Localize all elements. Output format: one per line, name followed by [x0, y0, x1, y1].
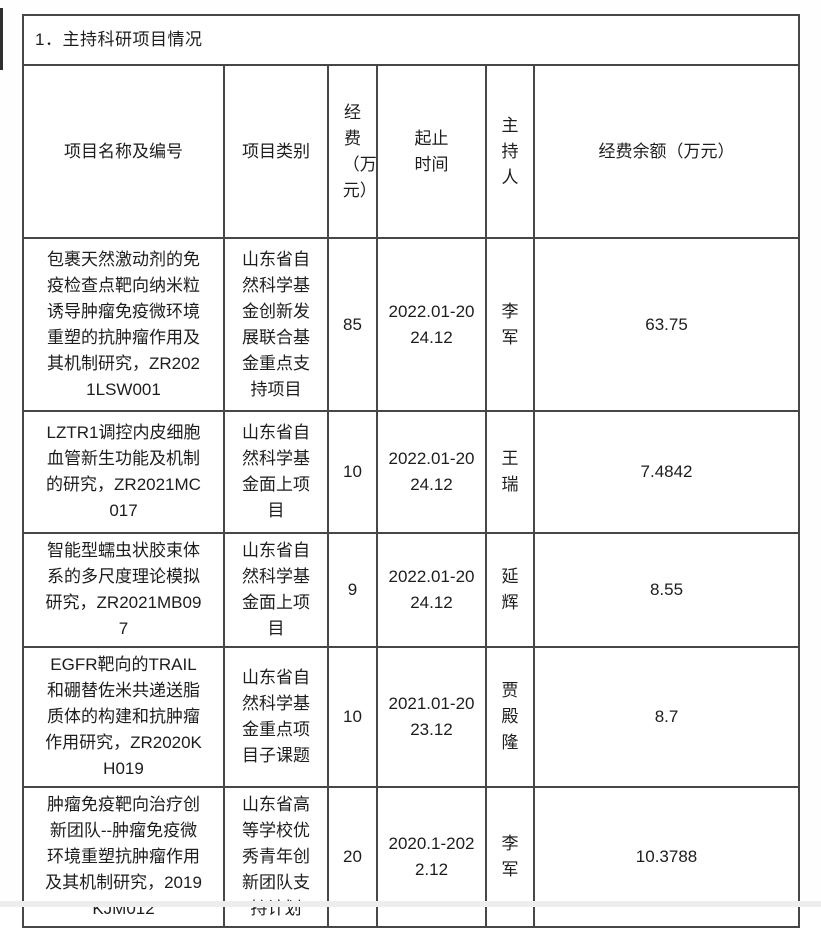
- header-pi-label: 主持人: [501, 115, 519, 187]
- pi-name: 李军: [501, 301, 519, 347]
- scan-bottom-band: [0, 901, 821, 907]
- header-period-label: 起止时间: [414, 128, 449, 174]
- header-project-category: 项目类别: [223, 64, 329, 239]
- pi-cell: 贾殿隆: [485, 646, 535, 788]
- funding-cell: 9: [327, 532, 378, 648]
- pi-cell: 王瑞: [485, 410, 535, 534]
- table-header-row: 项目名称及编号 项目类别 经费（万元） 起止时间 主持人 经费余额（万元）: [22, 64, 801, 239]
- balance-cell: 8.55: [532, 532, 801, 648]
- period-cell: 2022.01-2024.12: [376, 532, 487, 648]
- header-project-name: 项目名称及编号: [22, 64, 225, 239]
- period-cell: 2022.01-2024.12: [376, 237, 487, 412]
- project-name-cell: LZTR1调控内皮细胞血管新生功能及机制的研究，ZR2021MC017: [22, 410, 225, 534]
- section-title: 1．主持科研项目情况: [21, 14, 801, 66]
- project-category-cell: 山东省自然科学基金面上项目: [223, 532, 329, 648]
- header-balance: 经费余额（万元）: [532, 64, 801, 239]
- table-row: EGFR靶向的TRAIL和硼替佐米共递送脂质体的构建和抗肿瘤作用研究，ZR202…: [22, 646, 801, 788]
- period-cell: 2022.01-2024.12: [376, 410, 487, 534]
- pi-name: 李军: [501, 834, 519, 879]
- pi-cell: 延辉: [485, 532, 535, 648]
- pi-name: 延辉: [501, 567, 519, 612]
- project-category-cell: 山东省自然科学基金创新发展联合基金重点支持项目: [223, 237, 329, 412]
- funding-cell: 85: [327, 237, 378, 412]
- header-pi: 主持人: [485, 64, 535, 239]
- document-page: 1．主持科研项目情况 项目名称及编号 项目类别 经费（万元） 起止时间 主持人 …: [0, 8, 821, 928]
- research-projects-table: 1．主持科研项目情况 项目名称及编号 项目类别 经费（万元） 起止时间 主持人 …: [21, 14, 801, 928]
- pi-cell: 李军: [485, 237, 535, 412]
- funding-cell: 10: [327, 410, 378, 534]
- table-row: 包裹天然激动剂的免疫检查点靶向纳米粒诱导肿瘤免疫微环境重塑的抗肿瘤作用及其机制研…: [22, 237, 801, 412]
- table-row: LZTR1调控内皮细胞血管新生功能及机制的研究，ZR2021MC017 山东省自…: [22, 410, 801, 534]
- project-category-cell: 山东省自然科学基金重点项目子课题: [223, 646, 329, 788]
- header-funding: 经费（万元）: [327, 64, 378, 239]
- funding-cell: 10: [327, 646, 378, 788]
- balance-cell: 63.75: [532, 237, 801, 412]
- project-name-cell: 包裹天然激动剂的免疫检查点靶向纳米粒诱导肿瘤免疫微环境重塑的抗肿瘤作用及其机制研…: [22, 237, 225, 412]
- balance-cell: 7.4842: [532, 410, 801, 534]
- table-row: 智能型蠕虫状胶束体系的多尺度理论模拟研究，ZR2021MB097 山东省自然科学…: [22, 532, 801, 648]
- header-funding-label: 经费（万元）: [342, 102, 377, 200]
- project-category-cell: 山东省自然科学基金面上项目: [223, 410, 329, 534]
- scan-edge-artifact: [0, 8, 3, 70]
- header-period: 起止时间: [376, 64, 487, 239]
- section-title-row: 1．主持科研项目情况: [21, 14, 801, 66]
- pi-name: 王瑞: [501, 449, 519, 494]
- balance-cell: 8.7: [532, 646, 801, 788]
- project-name-cell: EGFR靶向的TRAIL和硼替佐米共递送脂质体的构建和抗肿瘤作用研究，ZR202…: [22, 646, 225, 788]
- project-name-cell: 智能型蠕虫状胶束体系的多尺度理论模拟研究，ZR2021MB097: [22, 532, 225, 648]
- period-cell: 2021.01-2023.12: [376, 646, 487, 788]
- pi-name: 贾殿隆: [501, 681, 519, 752]
